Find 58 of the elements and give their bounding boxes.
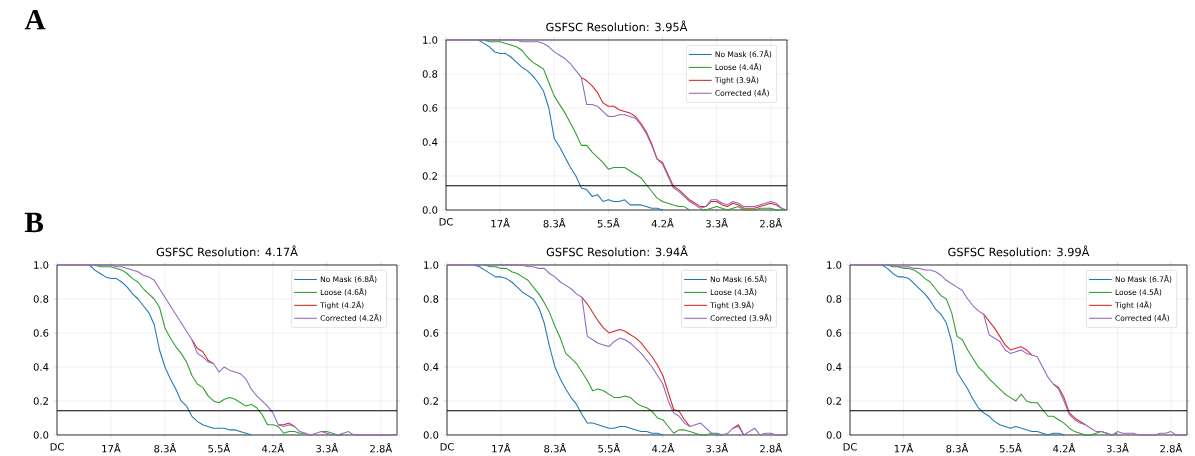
y-tick-label: 0.0: [423, 431, 439, 439]
y-tick-label: 1.0: [827, 261, 842, 269]
y-tick-label: 0.6: [33, 329, 49, 337]
x-tick-label: 4.2Å: [261, 443, 285, 453]
y-tick-label: 0.0: [422, 206, 438, 214]
x-tick-label: 8.3Å: [154, 443, 177, 453]
x-tick-label: DC: [50, 443, 64, 451]
y-tick-label: 0.8: [422, 70, 438, 78]
x-tick-label: 5.5Å: [598, 443, 621, 453]
x-tick-label: 3.3Å: [706, 443, 729, 453]
y-tick-label: 0.2: [423, 397, 438, 405]
x-tick-label: 2.8Å: [760, 443, 783, 453]
y-tick-label: 0.0: [33, 431, 49, 439]
y-tick-label: 0.8: [33, 295, 49, 303]
y-tick-label: 0.4: [422, 138, 438, 146]
y-tick-label: 0.2: [422, 172, 437, 180]
y-tick-label: 1.0: [424, 261, 439, 269]
x-tick-label: 5.5Å: [999, 443, 1022, 453]
x-tick-label: 17Å: [102, 443, 121, 453]
y-tick-label: 0.2: [826, 397, 841, 405]
x-tick-label: 3.3Å: [316, 443, 339, 453]
x-tick-label: 8.3Å: [946, 443, 969, 453]
x-tick-label: DC: [439, 218, 453, 226]
y-tick-label: 0.6: [423, 329, 439, 337]
x-tick-label: 8.3Å: [544, 443, 567, 453]
x-tick-label: 2.8Å: [760, 218, 783, 228]
text: A: [24, 9, 46, 30]
y-tick-label: 0.8: [826, 295, 842, 303]
x-tick-label: 17Å: [491, 218, 510, 228]
x-tick-label: 8.3Å: [543, 218, 566, 228]
chart-title: GSFSC Resolution: 3.95Å: [546, 20, 688, 32]
y-tick-label: 1.0: [34, 261, 49, 269]
y-tick-label: 0.4: [33, 363, 49, 371]
x-tick-label: 5.5Å: [208, 443, 231, 453]
chart-title: GSFSC Resolution: 4.17Å: [156, 245, 298, 257]
y-tick-label: 0.0: [826, 431, 842, 439]
y-tick-label: 0.4: [423, 363, 439, 371]
x-tick-label: 4.2Å: [651, 218, 674, 228]
x-tick-label: 2.8Å: [1160, 443, 1183, 453]
y-tick-label: 1.0: [423, 36, 438, 44]
x-tick-label: 3.3Å: [706, 218, 728, 228]
x-tick-label: 17Å: [492, 443, 511, 453]
x-tick-label: 4.2Å: [651, 443, 675, 453]
chart-title: GSFSC Resolution: 3.99Å: [948, 245, 1090, 257]
x-tick-label: DC: [843, 443, 857, 451]
x-tick-label: DC: [440, 443, 454, 451]
y-tick-label: 0.6: [422, 104, 438, 112]
x-tick-label: 4.2Å: [1053, 443, 1076, 453]
y-tick-label: 0.2: [33, 397, 48, 405]
text: B: [24, 212, 44, 233]
x-tick-label: 2.8Å: [370, 443, 393, 453]
x-tick-label: 5.5Å: [597, 218, 620, 228]
y-tick-label: 0.8: [423, 295, 439, 303]
y-tick-label: 0.4: [826, 363, 842, 371]
x-tick-label: 17Å: [894, 443, 914, 453]
y-tick-label: 0.6: [826, 329, 842, 337]
x-tick-label: 3.3Å: [1106, 443, 1129, 453]
chart-title: GSFSC Resolution: 3.94Å: [546, 245, 688, 257]
